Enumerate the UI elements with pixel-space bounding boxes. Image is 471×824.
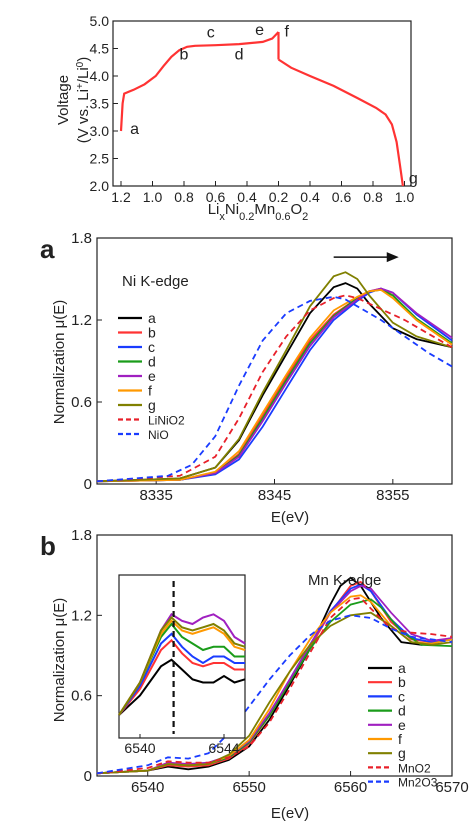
- voltage-point-label: f: [285, 23, 290, 40]
- voltage-ylabel-line2: (V vs. Li+/Li0): [75, 57, 93, 143]
- voltage-y-tick-label: 4.0: [90, 68, 110, 84]
- mn-legend-label: Mn2O3: [398, 776, 438, 790]
- ni-panel-title: Ni K-edge: [122, 273, 189, 290]
- ni-y-tick-label: 0: [84, 476, 92, 493]
- ni-legend-label: NiO: [148, 428, 169, 442]
- mn-k-edge-panel: 0 0.6 1.2 1.8 6540 6550 6560 6570 abcdefgMnO2Mn…: [40, 527, 469, 822]
- voltage-curve-discharge: [279, 60, 403, 187]
- mn-y-tick-label: 1.8: [71, 527, 92, 544]
- voltage-annotations: a b c de f g: [130, 22, 418, 188]
- mn-legend-label: MnO2: [398, 761, 431, 775]
- inset-x-tick-label: 6544: [208, 740, 239, 756]
- voltage-point-label: b: [180, 47, 189, 64]
- voltage-x-tick-label: 1.2: [111, 189, 131, 205]
- ni-legend-label: LiNiO2: [148, 414, 185, 428]
- voltage-y-tick-label: 2.0: [90, 178, 110, 194]
- voltage-point-label: a: [130, 121, 139, 138]
- ni-axes: 0 0.6 1.2 1.8 8335 8345 8355: [71, 230, 452, 504]
- ni-x-tick-label: 8335: [139, 487, 172, 504]
- voltage-point-label: e: [255, 22, 264, 39]
- mn-xlabel: E(eV): [271, 805, 309, 822]
- voltage-point-label: c: [207, 25, 215, 42]
- ni-ylabel: Normalization μ(E): [51, 300, 68, 425]
- ni-panel-label: a: [40, 234, 55, 264]
- voltage-y-tick-label: 4.5: [90, 41, 110, 57]
- voltage-x-tick-label: 0.4: [300, 189, 320, 205]
- ni-y-tick-label: 0.6: [71, 394, 92, 411]
- voltage-y-tick-label: 2.5: [90, 151, 110, 167]
- voltage-curve-charge: [121, 32, 279, 131]
- ni-x-tick-label: 8355: [376, 487, 409, 504]
- voltage-ylabel-line1: Voltage: [55, 75, 72, 125]
- ni-shift-arrow-head: [387, 252, 399, 262]
- ni-xlabel: E(eV): [271, 509, 309, 526]
- voltage-x-tick-label: 1.0: [143, 189, 163, 205]
- voltage-point-label: d: [235, 47, 244, 64]
- voltage-x-tick-label: 1.0: [395, 189, 415, 205]
- voltage-point-label: g: [409, 170, 418, 187]
- ni-y-tick-label: 1.2: [71, 312, 92, 329]
- inset-frame: [119, 575, 245, 738]
- voltage-y-tick-label: 3.0: [90, 123, 110, 139]
- mn-x-tick-label: 6560: [334, 779, 367, 796]
- mn-y-tick-label: 0: [84, 768, 92, 785]
- voltage-x-tick-label: 0.8: [363, 189, 383, 205]
- voltage-y-tick-label: 3.5: [90, 96, 110, 112]
- voltage-x-tick-label: 0.8: [174, 189, 194, 205]
- mn-panel-label: b: [40, 531, 56, 561]
- mn-panel-title: Mn K-edge: [308, 572, 381, 589]
- mn-x-tick-label: 6550: [232, 779, 265, 796]
- mn-legend-label: g: [398, 745, 406, 761]
- inset-x-tick-label: 6540: [124, 740, 155, 756]
- ni-legend-label: g: [148, 397, 156, 413]
- mn-y-tick-label: 0.6: [71, 688, 92, 705]
- voltage-curve: [121, 32, 403, 186]
- mn-inset: 6540 6544: [119, 575, 245, 756]
- voltage-y-tick-label: 5.0: [90, 13, 110, 29]
- voltage-x-tick-label: 0.6: [332, 189, 352, 205]
- mn-x-tick-label: 6570: [435, 779, 468, 796]
- ni-x-tick-label: 8345: [258, 487, 291, 504]
- ni-y-tick-label: 1.8: [71, 230, 92, 247]
- mn-y-tick-label: 1.2: [71, 607, 92, 624]
- mn-ylabel: Normalization μ(E): [51, 598, 68, 723]
- voltage-panel: 2.0 2.5 3.0 3.5 4.0 4.5 5.0 1.2 1.0 0.8 0.6 0.4 0.2 0…: [55, 13, 418, 223]
- mn-x-tick-label: 6540: [131, 779, 164, 796]
